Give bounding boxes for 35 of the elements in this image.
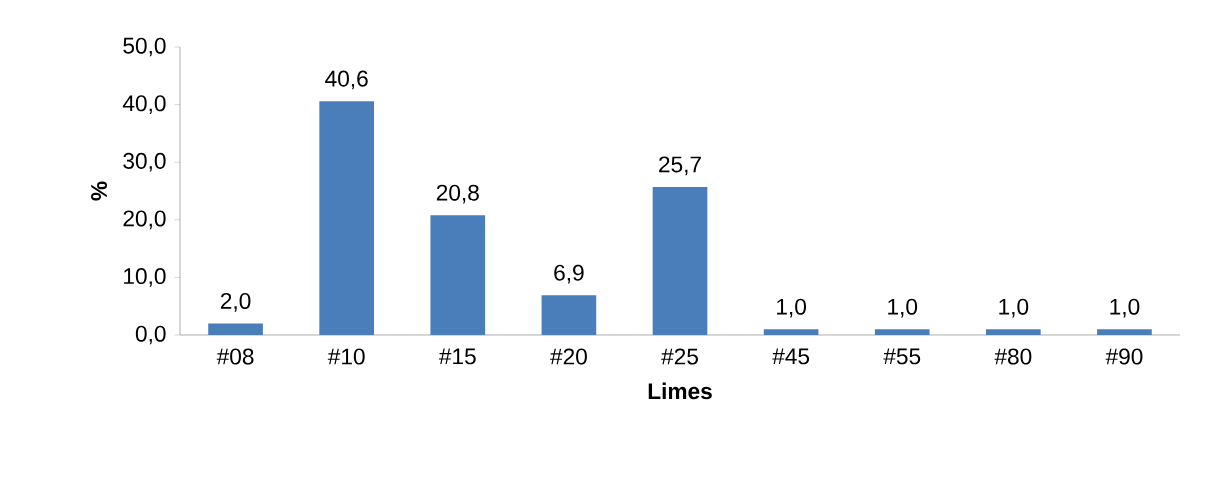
bar — [541, 295, 597, 335]
y-tick-label: 40,0 — [122, 95, 166, 114]
data-label: 20,8 — [436, 184, 479, 204]
bar — [319, 101, 374, 335]
y-tick-label: 30,0 — [123, 152, 166, 172]
x-tick-label: #90 — [1105, 348, 1143, 365]
y-tick-label: 0,0 — [135, 325, 166, 345]
x-tick-label: #10 — [327, 348, 365, 365]
y-tick-label: 50,0 — [123, 37, 166, 57]
bar — [652, 186, 708, 335]
x-tick-label: #55 — [883, 348, 921, 365]
data-label: 40,6 — [325, 70, 368, 90]
x-axis-title: Limes — [648, 382, 712, 400]
x-tick-label: #25 — [661, 348, 698, 365]
bar — [208, 323, 263, 335]
data-label: 1,0 — [999, 298, 1029, 318]
x-tick-label: #20 — [550, 348, 587, 365]
x-tick-label: #45 — [772, 348, 810, 365]
data-label: 6,9 — [554, 264, 584, 284]
bar — [874, 329, 930, 335]
y-tick-label: 10,0 — [124, 268, 166, 287]
data-label: 25,7 — [659, 156, 701, 176]
data-label: 1,0 — [1110, 298, 1140, 318]
x-tick-label: #80 — [994, 348, 1032, 365]
data-label: 1,0 — [888, 298, 918, 318]
bar — [986, 329, 1041, 335]
data-label: 1,0 — [777, 298, 806, 318]
bar — [763, 329, 819, 335]
data-label: 2,0 — [220, 292, 251, 312]
x-tick-label: #08 — [216, 348, 254, 365]
bar — [1097, 329, 1152, 335]
bar — [430, 215, 486, 335]
x-tick-label: #15 — [438, 348, 476, 365]
y-axis-title: % — [91, 181, 107, 201]
y-tick-label: 20,0 — [123, 210, 166, 230]
